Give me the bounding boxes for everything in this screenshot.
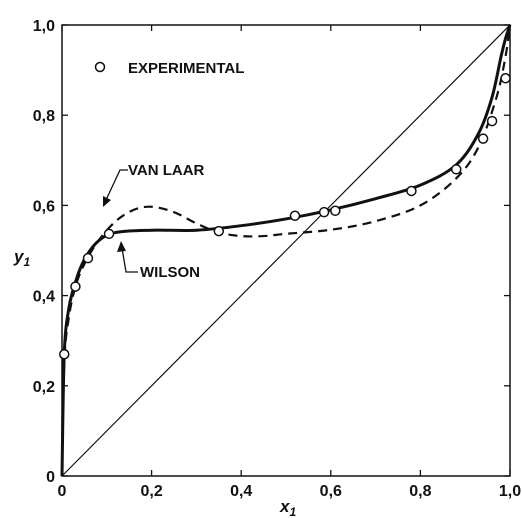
annotation-wilson-pointer (121, 247, 138, 273)
experimental-point (289, 210, 301, 222)
annotation-wilson-label: WILSON (140, 264, 200, 281)
y-tick-label: 0 (46, 469, 55, 486)
annotation-van-laar: VAN LAAR (103, 162, 205, 207)
experimental-point (406, 185, 417, 197)
plot-frame (61, 24, 511, 477)
axis-ticks: 0 0,2 0,4 0,6 0,8 1,0 0 0,2 0,4 0,6 0,8 1,0 (33, 18, 521, 500)
x-axis-label: x1 (279, 497, 296, 518)
experimental-point (330, 205, 341, 217)
x-tick-label: 0,4 (230, 483, 252, 500)
experimental-point (486, 115, 498, 127)
x-tick-label: 1,0 (499, 483, 521, 500)
y-tick-label: 0,8 (33, 108, 55, 125)
y-tick-label: 0,4 (33, 289, 55, 306)
y-tick-label: 1,0 (33, 18, 55, 35)
experimental-markers (58, 72, 511, 360)
x-tick-label: 0,6 (320, 483, 342, 500)
x-tick-label: 0,2 (140, 483, 162, 500)
experimental-point (500, 72, 511, 84)
annotation-wilson-arrowhead (117, 241, 126, 252)
experimental-point (450, 164, 462, 175)
experimental-point (70, 281, 81, 292)
x-tick-label: 0,8 (409, 483, 431, 500)
experimental-point (103, 228, 115, 240)
legend-marker (94, 61, 106, 73)
experimental-point (318, 206, 330, 218)
legend: EXPERIMENTAL (94, 60, 244, 77)
x-tick-label: 0 (58, 483, 67, 500)
annotation-van-laar-label: VAN LAAR (128, 162, 205, 179)
legend-label: EXPERIMENTAL (128, 60, 244, 77)
y-tick-label: 0,2 (33, 379, 55, 396)
annotation-van-laar-pointer (105, 169, 128, 201)
annotation-van-laar-arrowhead (103, 196, 111, 207)
y-axis-label: y1 (13, 247, 30, 269)
experimental-point (477, 133, 489, 144)
series-lines (60, 24, 512, 477)
y-tick-label: 0,6 (33, 198, 55, 215)
annotation-wilson: WILSON (117, 241, 200, 281)
experimental-point (213, 225, 225, 237)
diagonal-line (61, 24, 511, 477)
experimental-point (82, 252, 94, 264)
experimental-point (58, 348, 70, 360)
